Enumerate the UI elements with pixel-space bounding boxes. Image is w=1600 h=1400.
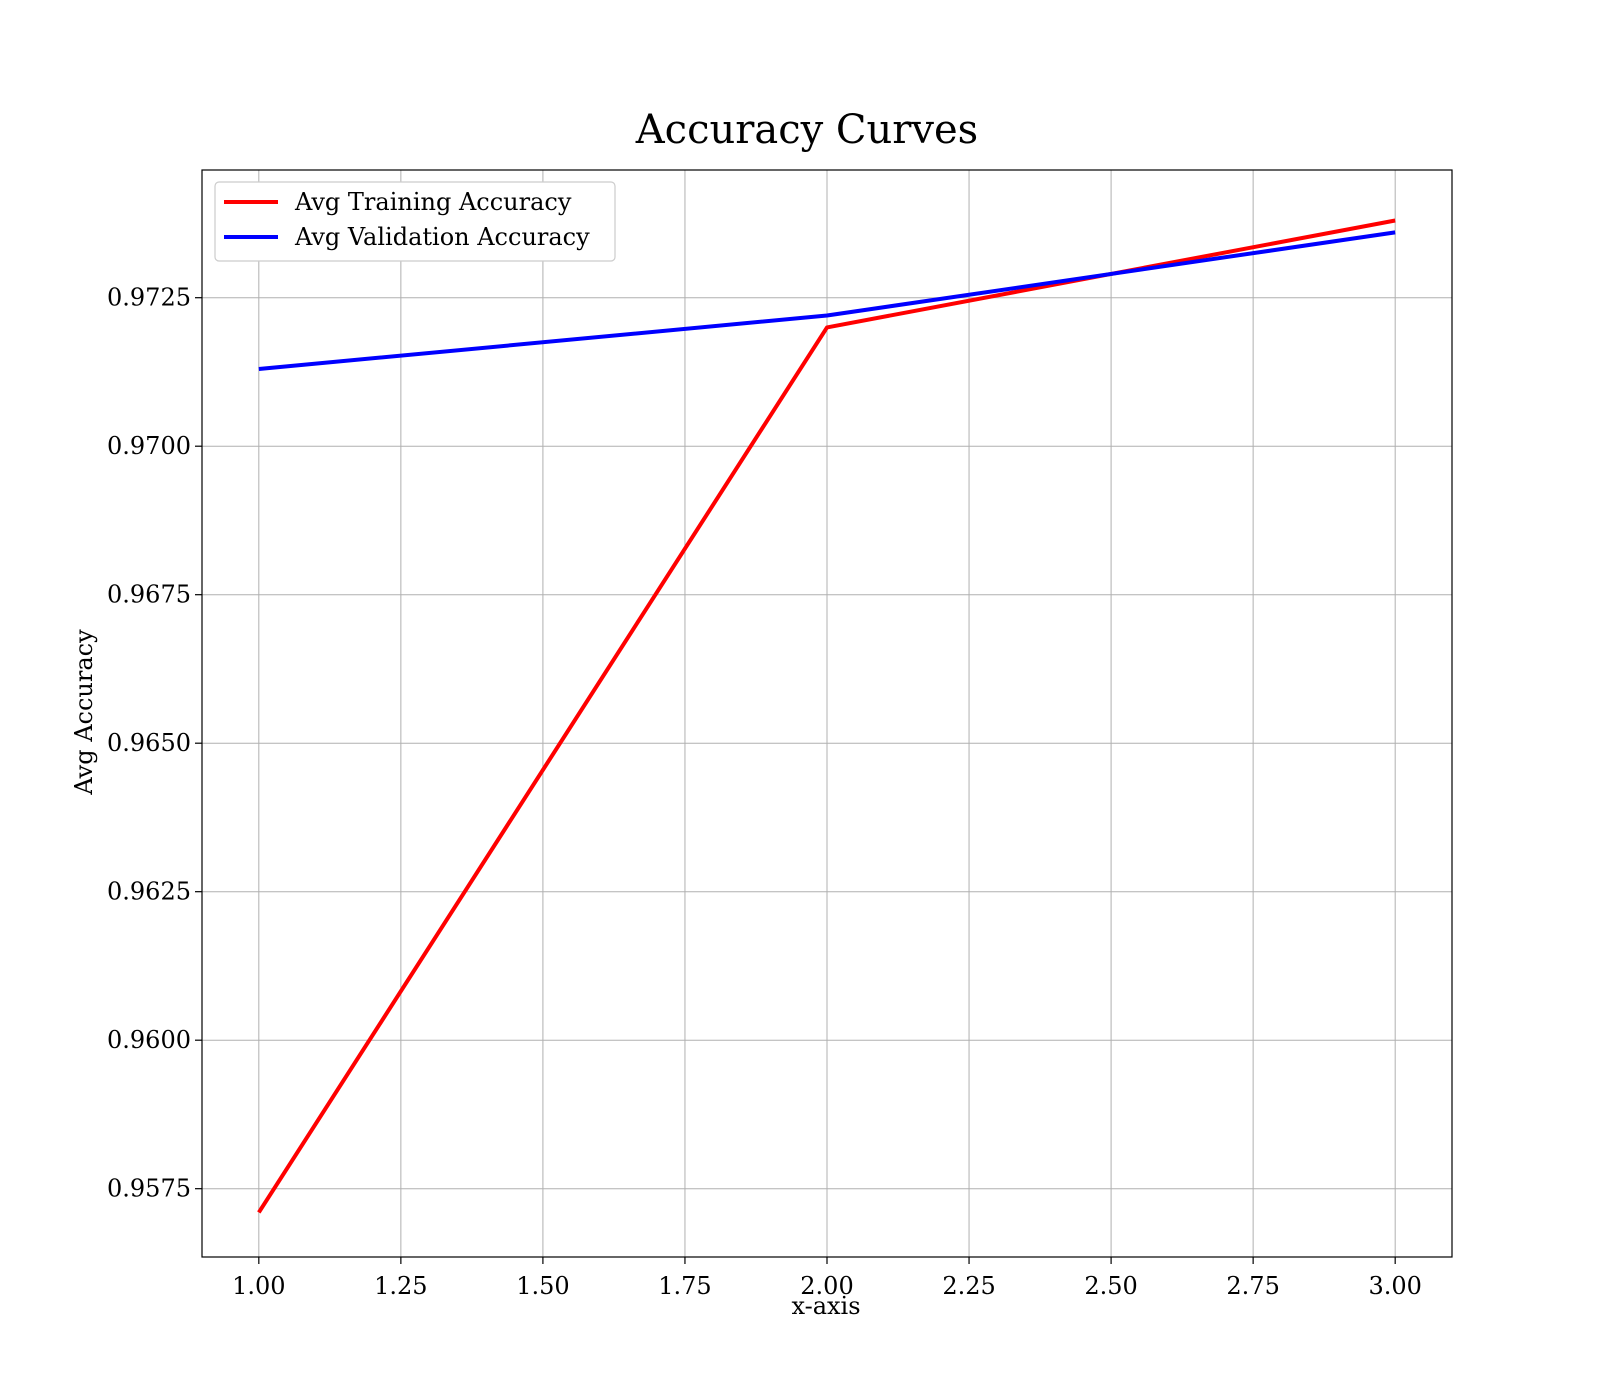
y-tick-label: 0.9675 [107,581,191,609]
y-tick-label: 0.9600 [107,1026,191,1054]
chart-title: Accuracy Curves [635,107,978,153]
y-tick-label: 0.9725 [107,284,191,312]
x-tick-label: 1.00 [232,1272,285,1300]
x-tick-label: 1.25 [374,1272,427,1300]
x-tick-label: 2.25 [942,1272,995,1300]
x-tick-label: 1.75 [658,1272,711,1300]
x-tick-label: 3.00 [1368,1272,1421,1300]
y-tick-label: 0.9575 [107,1175,191,1203]
x-tick-label: 1.50 [516,1272,569,1300]
x-axis-label: x-axis [791,1292,860,1320]
x-tick-label: 2.75 [1226,1272,1279,1300]
legend-label-avg-validation-accuracy: Avg Validation Accuracy [294,223,590,251]
y-tick-label: 0.9650 [107,729,191,757]
grid-layer [202,170,1452,1257]
series-layer [257,218,1396,1214]
legend: Avg Training Accuracy Avg Validation Accu… [214,181,616,262]
legend-box [214,181,616,262]
x-tick-label: 2.50 [1084,1272,1137,1300]
x-tick-label: 2.00 [800,1272,853,1300]
y-tick-label: 0.9700 [107,432,191,460]
tick-layer: 1.00 1.25 1.50 1.75 2.00 2.25 2.50 2.75 3.00 0.95… [107,284,1422,1300]
y-axis-label: Avg Accuracy [70,629,98,796]
series-line-avg-validation-accuracy [258,230,1396,371]
series-line-avg-training-accuracy [257,218,1396,1214]
y-tick-label: 0.9625 [107,878,191,906]
legend-label-avg-training-accuracy: Avg Training Accuracy [294,188,572,216]
